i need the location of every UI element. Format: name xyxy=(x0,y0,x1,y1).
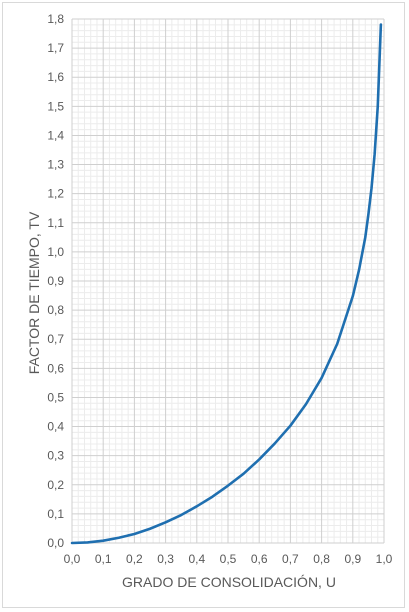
x-tick-label: 0,9 xyxy=(344,552,361,566)
y-tick-label: 0,3 xyxy=(47,449,64,463)
major-grid xyxy=(71,18,385,544)
y-tick-label: 1,0 xyxy=(47,245,64,259)
y-tick-label: 0,8 xyxy=(47,303,64,317)
y-tick-label: 0,4 xyxy=(47,420,64,434)
y-tick-label: 1,2 xyxy=(47,187,64,201)
x-tick-label: 1,0 xyxy=(376,552,393,566)
chart-svg: 0,0 0,1 0,2 0,3 0,4 0,5 0,6 0,7 0,8 0,9 1,0 1,1 1,2 1… xyxy=(26,12,393,590)
y-tick-label: 0,7 xyxy=(47,332,64,346)
y-tick-label: 0,2 xyxy=(47,478,64,492)
y-tick-label: 1,6 xyxy=(47,70,64,84)
y-tick-label: 1,7 xyxy=(47,41,64,55)
y-tick-label: 1,5 xyxy=(47,99,64,113)
x-tick-label: 0,1 xyxy=(95,552,112,566)
data-series-line xyxy=(70,23,383,545)
y-tick-labels: 0,0 0,1 0,2 0,3 0,4 0,5 0,6 0,7 0,8 0,9 1,0 1,1 1,2 1… xyxy=(47,12,64,550)
x-tick-label: 0,3 xyxy=(157,552,174,566)
y-tick-label: 0,6 xyxy=(47,361,64,375)
x-tick-label: 0,8 xyxy=(313,552,330,566)
y-tick-label: 0,0 xyxy=(47,536,64,550)
chart-frame: 0,0 0,1 0,2 0,3 0,4 0,5 0,6 0,7 0,8 0,9 1,0 1,1 1,2 1… xyxy=(2,2,405,608)
x-axis-title: GRADO DE CONSOLIDACIÓN, U xyxy=(122,574,336,590)
y-tick-label: 0,5 xyxy=(47,390,64,404)
x-tick-label: 0,7 xyxy=(282,552,299,566)
y-tick-label: 0,1 xyxy=(47,507,64,521)
x-tick-label: 0,5 xyxy=(220,552,237,566)
x-tick-labels: 0,0 0,1 0,2 0,3 0,4 0,5 0,6 0,7 0,8 0,9 1,0 xyxy=(64,552,393,566)
x-tick-label: 0,6 xyxy=(251,552,268,566)
x-tick-label: 0,0 xyxy=(64,552,81,566)
y-tick-label: 1,4 xyxy=(47,128,64,142)
y-tick-label: 0,9 xyxy=(47,274,64,288)
y-tick-label: 1,3 xyxy=(47,158,64,172)
x-tick-label: 0,4 xyxy=(188,552,205,566)
x-tick-label: 0,2 xyxy=(126,552,143,566)
y-tick-label: 1,8 xyxy=(47,12,64,26)
y-tick-label: 1,1 xyxy=(47,216,64,230)
y-axis-title: FACTOR DE TIEMPO, TV xyxy=(26,211,42,374)
